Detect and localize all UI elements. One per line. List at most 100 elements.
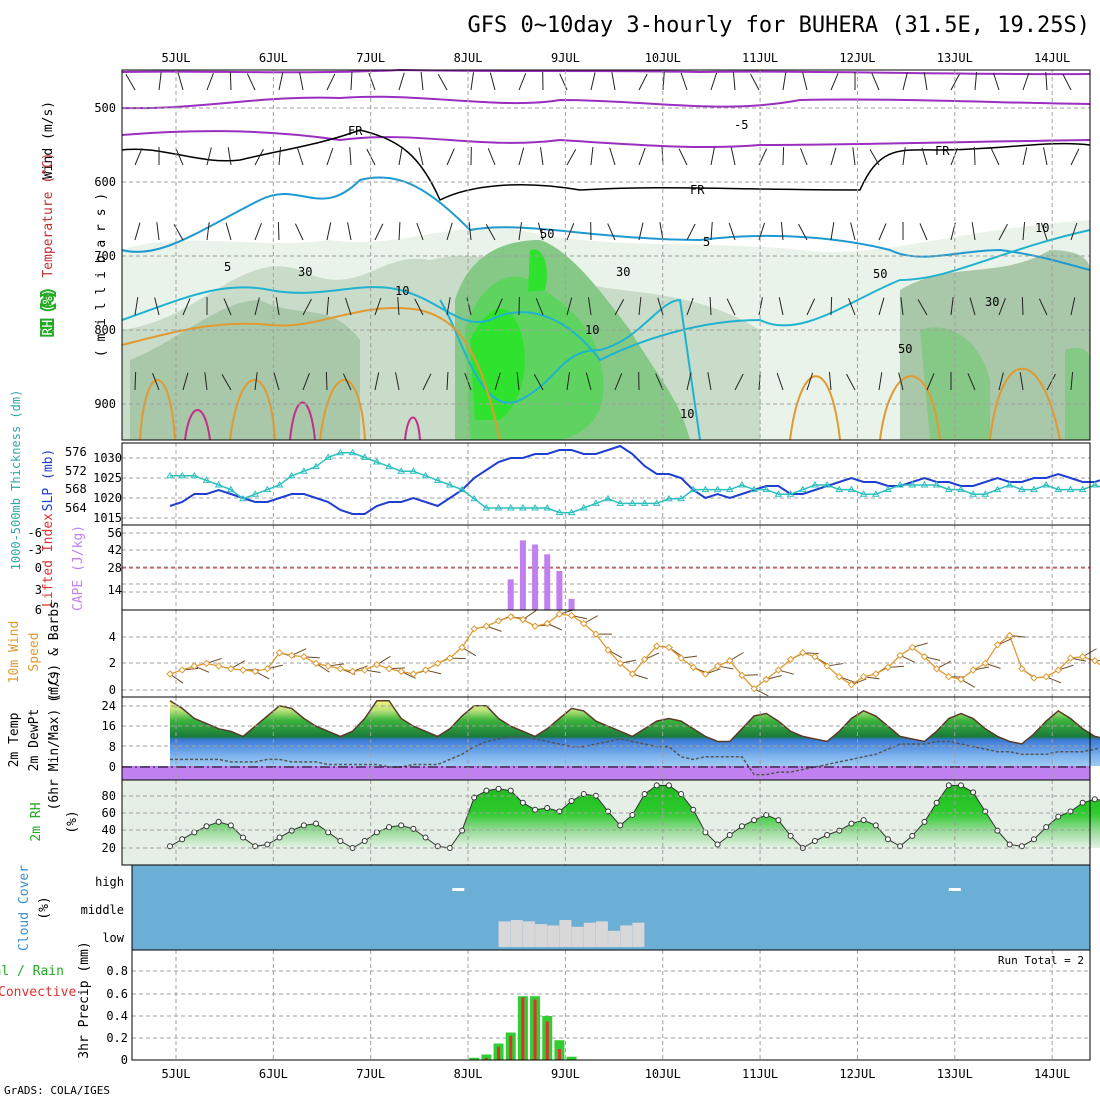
thickness-marker xyxy=(445,481,454,488)
wind-barb xyxy=(686,297,694,316)
cloud-tick-label: low xyxy=(102,931,124,945)
wind-barb xyxy=(420,72,424,91)
wind-barb xyxy=(1043,147,1048,166)
rh-marker xyxy=(678,791,685,798)
wind-speed-marker xyxy=(275,649,284,657)
thickness-marker xyxy=(336,448,345,456)
wind-barb xyxy=(998,223,1008,241)
cloud-high-mark xyxy=(948,888,961,891)
wind-barb xyxy=(707,372,712,391)
wind-barb xyxy=(326,73,336,91)
wind-barb xyxy=(223,298,232,316)
wind10m-label: 10m Wind xyxy=(7,621,22,684)
wind-speed-marker xyxy=(701,670,710,678)
rh-marker xyxy=(860,817,867,824)
rh-marker xyxy=(909,832,916,839)
cloud-cover-label: Cloud Cover xyxy=(17,865,32,951)
thickness-tick-label: 572 xyxy=(65,464,87,478)
bottom-date-labels: 5JUL 6JUL 7JUL 8JUL 9JUL 10JUL 11JUL 12JUL 13JUL… xyxy=(162,1067,1071,1081)
wind-barb xyxy=(246,73,256,91)
cloud-low-bar xyxy=(559,920,572,947)
thickness-marker xyxy=(1054,485,1063,493)
thickness-marker xyxy=(470,494,479,502)
li-tick-label: 0 xyxy=(35,561,42,575)
cloud-tick-label: middle xyxy=(81,903,124,917)
thickness-marker xyxy=(1005,481,1014,488)
precip-conv-bar xyxy=(484,1057,488,1060)
wind-barb xyxy=(638,147,646,166)
rh-marker xyxy=(970,789,977,796)
wind-speed-marker xyxy=(470,625,478,633)
thickness-marker xyxy=(299,467,308,474)
wind-speed-marker xyxy=(799,649,807,657)
wind-speed-marker xyxy=(312,659,320,668)
temp-tick-label: 24 xyxy=(102,699,116,713)
rh-marker xyxy=(775,817,782,824)
rh-marker xyxy=(836,827,843,834)
wind-barb xyxy=(950,73,960,91)
thickness-marker xyxy=(202,476,211,483)
thickness-tick-label: 564 xyxy=(65,501,87,515)
temp2m-label: 2m Temp xyxy=(7,712,22,767)
wind-speed-marker xyxy=(324,662,332,670)
cape-label: CAPE (J/kg) xyxy=(71,525,86,611)
wind-barb xyxy=(275,297,280,316)
wind-barb xyxy=(182,298,191,316)
rh-marker xyxy=(1043,824,1050,831)
rh-marker xyxy=(386,824,393,831)
wind-barb xyxy=(342,373,352,391)
wind-barb xyxy=(398,221,401,241)
wind-speed-marker xyxy=(689,663,697,672)
wind-speed-marker xyxy=(190,662,199,670)
top-date-label: 11JUL xyxy=(742,51,778,65)
wind-barb xyxy=(848,298,856,316)
temperature-contour xyxy=(184,401,421,441)
wind-barb xyxy=(273,372,280,391)
contour-label: -5 xyxy=(734,118,748,132)
wind-speed-marker xyxy=(774,666,783,674)
xsec-tick-label: 900 xyxy=(94,397,116,411)
wind-speed-marker xyxy=(397,667,405,676)
wind-barbs-label: (m/s) & Barbs xyxy=(47,601,62,703)
temp-tick-label: 8 xyxy=(109,740,116,754)
thickness-marker xyxy=(1042,481,1051,488)
wind-speed-marker xyxy=(1042,672,1050,681)
contour-label: FR xyxy=(348,124,363,138)
wind-barb xyxy=(566,297,573,316)
wind-barb xyxy=(871,73,880,91)
wind-barb xyxy=(489,72,496,91)
thickness-marker xyxy=(847,485,856,493)
rh-marker xyxy=(690,806,697,813)
wind-label: Wind (m/s) xyxy=(41,101,56,179)
rh-marker xyxy=(179,836,186,843)
rh-marker xyxy=(811,838,818,845)
thickness-marker xyxy=(713,485,722,493)
thickness-marker xyxy=(579,504,588,511)
contour-label: 30 xyxy=(616,265,630,279)
wind-barb xyxy=(1021,296,1024,316)
rh-marker xyxy=(872,822,879,829)
wind-barb xyxy=(156,222,160,241)
bottom-date-label: 7JUL xyxy=(356,1067,385,1081)
wind-speed-marker xyxy=(178,666,186,674)
wind-barb xyxy=(950,297,954,316)
cloud-low-bar xyxy=(522,921,535,947)
bottom-date-label: 8JUL xyxy=(454,1067,483,1081)
wind-barb xyxy=(614,373,623,391)
panel-labels: Wind (m/s) Temperature (°C) RH (%) ( m i… xyxy=(0,101,109,1059)
wind-barb xyxy=(780,222,784,241)
wind-barb xyxy=(828,372,832,391)
rh-marker xyxy=(495,785,502,792)
thickness-marker xyxy=(798,485,807,493)
wind-barb xyxy=(1045,72,1048,91)
wind-speed-marker xyxy=(677,654,685,662)
thickness-marker xyxy=(166,471,174,479)
thickness-marker xyxy=(811,481,819,488)
below-zero-band xyxy=(122,766,1090,780)
slp-frame xyxy=(121,442,1091,526)
thickness-marker xyxy=(689,485,698,493)
wind-barb xyxy=(587,297,592,316)
rh-marker xyxy=(568,798,575,805)
wind-speed-marker xyxy=(1054,666,1063,674)
thickness-marker xyxy=(372,458,381,465)
